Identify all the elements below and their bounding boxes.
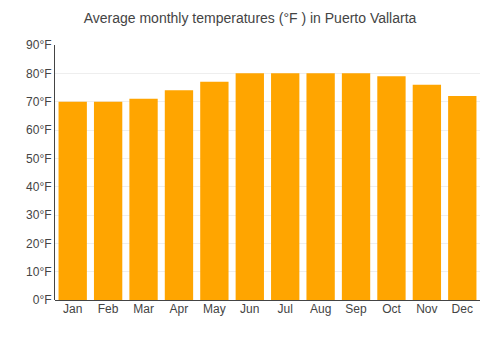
svg-text:Average monthly temperatures (: Average monthly temperatures (°F ) in Pu… xyxy=(84,10,417,26)
svg-text:Apr: Apr xyxy=(170,302,189,316)
svg-text:10°F: 10°F xyxy=(26,265,51,279)
svg-text:90°F: 90°F xyxy=(26,38,51,52)
svg-text:70°F: 70°F xyxy=(26,95,51,109)
svg-text:Sep: Sep xyxy=(345,302,367,316)
svg-text:50°F: 50°F xyxy=(26,152,51,166)
svg-text:0°F: 0°F xyxy=(33,293,52,307)
svg-text:40°F: 40°F xyxy=(26,180,51,194)
svg-text:May: May xyxy=(203,302,226,316)
svg-text:Feb: Feb xyxy=(98,302,119,316)
svg-text:Jul: Jul xyxy=(278,302,293,316)
svg-text:Aug: Aug xyxy=(310,302,331,316)
svg-text:Nov: Nov xyxy=(416,302,437,316)
svg-text:80°F: 80°F xyxy=(26,67,51,81)
svg-text:60°F: 60°F xyxy=(26,123,51,137)
svg-text:Jun: Jun xyxy=(240,302,259,316)
svg-text:Dec: Dec xyxy=(452,302,473,316)
svg-text:20°F: 20°F xyxy=(26,237,51,251)
svg-text:Jan: Jan xyxy=(63,302,82,316)
svg-text:Mar: Mar xyxy=(133,302,154,316)
svg-text:Oct: Oct xyxy=(382,302,401,316)
svg-text:30°F: 30°F xyxy=(26,208,51,222)
